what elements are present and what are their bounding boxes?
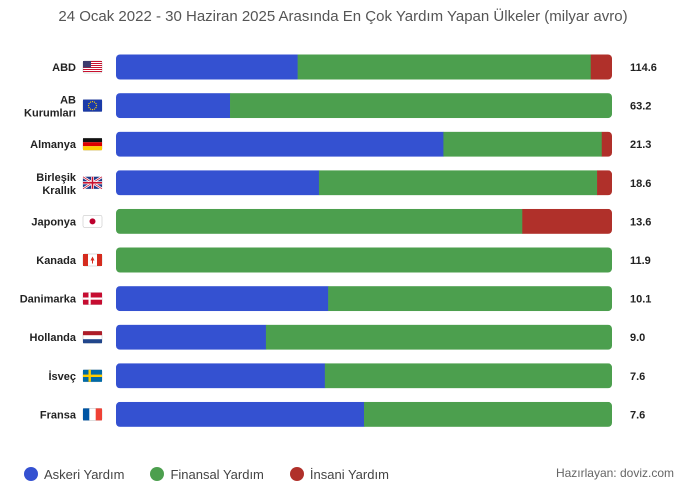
bar-segment — [116, 131, 444, 157]
bar-segment — [443, 131, 603, 157]
total-label: 7.6 — [630, 409, 645, 421]
total-label: 18.6 — [630, 178, 651, 190]
fr-flag — [82, 408, 103, 421]
bar-group — [116, 208, 612, 234]
chart-legend: Askeri Yardım Finansal Yardım İnsani Yardı… — [24, 464, 415, 484]
bar-group — [116, 286, 612, 312]
total-label: 21.3 — [630, 139, 651, 151]
bar-group — [116, 401, 612, 427]
category-label: Kanada — [36, 255, 77, 267]
nl-flag — [82, 330, 103, 344]
category-label: Hollanda — [30, 332, 77, 344]
bar-segment — [116, 401, 365, 427]
chart-title: 24 Ocak 2022 - 30 Haziran 2025 Arasında … — [58, 8, 628, 25]
legend-item: Finansal Yardım — [150, 466, 264, 482]
bar-segment — [116, 286, 329, 312]
us-flag — [82, 60, 103, 74]
bar-segment — [324, 363, 612, 389]
bar-segment — [297, 54, 592, 80]
bar-segment — [116, 363, 326, 389]
bar-group — [116, 247, 612, 273]
bar-segment — [116, 247, 612, 273]
bar-segment — [590, 54, 612, 80]
bar-segment — [597, 170, 612, 196]
uk-flag — [82, 175, 103, 190]
bar-group — [116, 93, 612, 119]
bar-segment — [116, 324, 267, 350]
legend-label: Finansal Yardım — [170, 466, 264, 482]
bar-group — [116, 54, 612, 80]
bar-segment — [522, 208, 612, 234]
bar-segment — [116, 170, 320, 196]
total-label: 13.6 — [630, 216, 651, 228]
category-label: ABD — [52, 62, 76, 74]
bar-segment — [116, 93, 231, 119]
total-label: 10.1 — [630, 294, 651, 306]
jp-flag — [82, 215, 103, 228]
total-label: 63.2 — [630, 101, 651, 113]
bar-group — [116, 170, 612, 196]
bar-group — [116, 324, 612, 350]
bar-segment — [601, 131, 612, 157]
dk-flag — [82, 292, 103, 305]
se-flag — [82, 369, 103, 383]
de-flag — [82, 137, 103, 151]
bar-segment — [318, 170, 598, 196]
legend-dot-icon — [289, 467, 304, 481]
legend-dot-icon — [150, 467, 165, 481]
category-label: İsveç — [48, 370, 76, 383]
bar-segment — [116, 208, 523, 234]
category-label: Fransa — [40, 409, 77, 421]
legend-item: Askeri Yardım — [24, 467, 124, 482]
total-label: 114.6 — [630, 62, 657, 74]
total-label: 11.9 — [630, 255, 651, 267]
legend-dot-icon — [24, 467, 38, 481]
bar-segment — [328, 286, 612, 312]
total-label: 7.6 — [630, 371, 645, 383]
bar-group — [116, 131, 612, 157]
category-label: AB Kurumları — [24, 95, 76, 120]
category-label: Birleşik Krallık — [36, 172, 77, 197]
chart-plot: ABD 114.6 AB Kurumları 63.2 Almanya 21.3 Birleş… — [20, 54, 657, 427]
legend-label: Askeri Yardım — [44, 466, 125, 482]
bar-segment — [230, 93, 612, 119]
total-label: 9.0 — [630, 332, 645, 344]
category-label: Almanya — [30, 139, 77, 151]
legend-label: İnsani Yardım — [309, 466, 389, 482]
eu-flag — [82, 99, 103, 112]
bar-segment — [116, 54, 298, 80]
bar-segment — [364, 401, 612, 427]
bar-group — [116, 363, 612, 389]
bar-segment — [265, 324, 612, 350]
category-label: Danimarka — [20, 294, 77, 306]
credit-text: Hazırlayan: doviz.com — [555, 466, 674, 480]
category-label: Japonya — [31, 216, 77, 228]
ca-flag — [82, 253, 103, 267]
legend-item: İnsani Yardım — [289, 466, 389, 482]
